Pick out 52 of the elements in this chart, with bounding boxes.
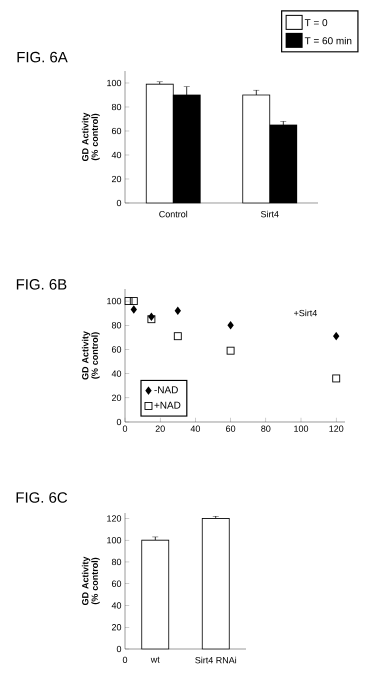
point	[124, 297, 132, 306]
y-tick-label: 40	[112, 152, 122, 158]
y-tick-label: 80	[112, 104, 122, 110]
point	[332, 374, 340, 382]
y-tick-label: 60	[112, 128, 122, 134]
y-tick-label: 100	[107, 80, 122, 86]
y-tick-label: 0	[116, 646, 122, 652]
x-tick-label: wt	[150, 656, 160, 663]
legend-label: T = 60 min	[304, 36, 352, 44]
x-tick-label: 0	[122, 426, 128, 432]
point	[147, 315, 156, 324]
point	[174, 306, 181, 315]
point	[130, 306, 137, 314]
y-tick-label: 60	[112, 580, 122, 587]
y-tick-label: 120	[107, 515, 122, 522]
chart-title: FIG. 6C	[16, 492, 68, 503]
x-tick-label: 60	[226, 426, 236, 432]
y-tick-label: 60	[112, 346, 122, 353]
legend-label: +NAD	[154, 402, 180, 409]
y-axis-title: GD Activity (% control)	[82, 331, 100, 380]
y-tick-label: 40	[112, 370, 122, 377]
chart-title: FIG. 6A	[17, 52, 68, 62]
point	[174, 332, 182, 340]
point	[148, 312, 154, 321]
y-tick-label: 20	[112, 176, 122, 182]
x-tick-label: 120	[329, 426, 344, 432]
x-tick-label: 20	[156, 426, 165, 432]
y-tick-label: 80	[112, 558, 122, 566]
point	[130, 297, 138, 306]
legend-label: -NAD	[154, 386, 178, 394]
legend-label: T = 0	[304, 19, 328, 26]
x-tick-label: Sirt4 RNAi	[195, 656, 236, 664]
x-tick-label: 100	[294, 426, 308, 432]
y-tick-label: 100	[107, 298, 122, 304]
y-axis-title: GD Activity (% control)	[82, 556, 100, 606]
point	[333, 332, 340, 340]
point	[228, 321, 234, 330]
x-tick-label: 80	[261, 426, 270, 432]
x-tick-label: Control	[159, 210, 188, 218]
x-tick-label: 40	[190, 426, 200, 432]
y-tick-label: 0	[116, 200, 122, 206]
annotation: +Sirt4	[294, 310, 317, 316]
y-tick-label: 100	[107, 537, 122, 544]
point	[226, 346, 235, 355]
y-axis-title: GD Activity (% control)	[82, 112, 100, 162]
y-tick-label: 20	[112, 394, 122, 401]
y-tick-label: 80	[112, 322, 122, 328]
y-tick-label: 0	[116, 418, 122, 426]
y-tick-label: 40	[112, 602, 122, 609]
x-tick-label: Sirt4	[260, 210, 279, 218]
y-tick-label: 20	[112, 624, 122, 630]
chart-title: FIG. 6B	[16, 279, 66, 290]
